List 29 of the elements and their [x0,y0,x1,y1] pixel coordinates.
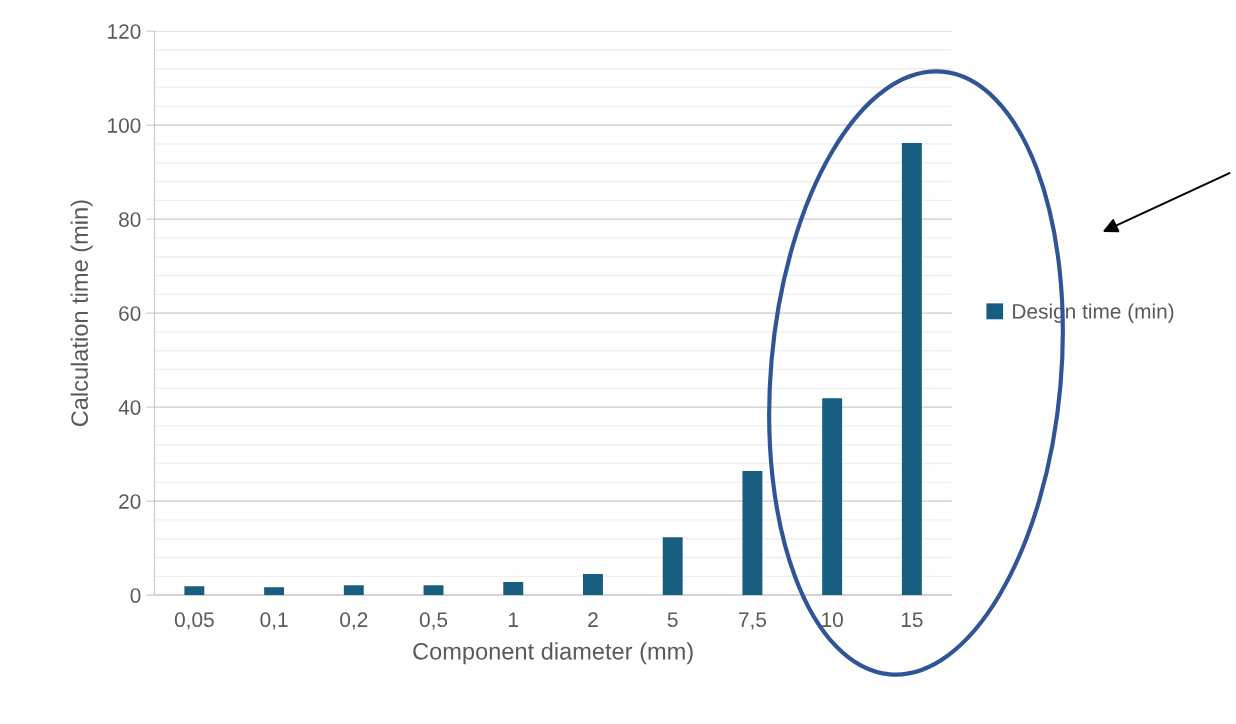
y-tick-label: 40 [118,400,141,415]
y-tick-label: 0 [130,588,141,603]
bar [742,471,763,596]
y-tick-label: 120 [108,24,141,39]
x-tick-label: 0,2 [340,612,368,630]
x-tick-label: 0,1 [260,612,288,630]
x-tick-label: 15 [901,612,923,628]
x-tick-label: 0,5 [419,612,448,630]
y-tick-label: 20 [119,494,141,509]
bar [822,398,843,596]
y-tick-label: 100 [108,118,141,133]
x-tick-label: 1 [509,612,519,627]
bar [583,573,603,596]
bar [264,587,285,596]
bar [662,537,683,596]
bar [184,586,205,596]
bar [423,585,444,596]
y-axis-title: Calculation time (min) [70,200,93,427]
x-tick-label: 2 [588,612,598,627]
x-tick-label: 5 [667,612,678,628]
x-axis-title: Component diameter (mm) [413,642,693,665]
y-tick-label: 60 [119,306,141,321]
bar [901,142,922,596]
x-tick-label: 7,5 [739,612,767,630]
x-tick-label: 10 [822,612,843,628]
x-tick-label: 0,05 [174,612,214,630]
bar [343,585,364,596]
bar [503,581,524,596]
y-tick-label: 80 [119,212,141,227]
